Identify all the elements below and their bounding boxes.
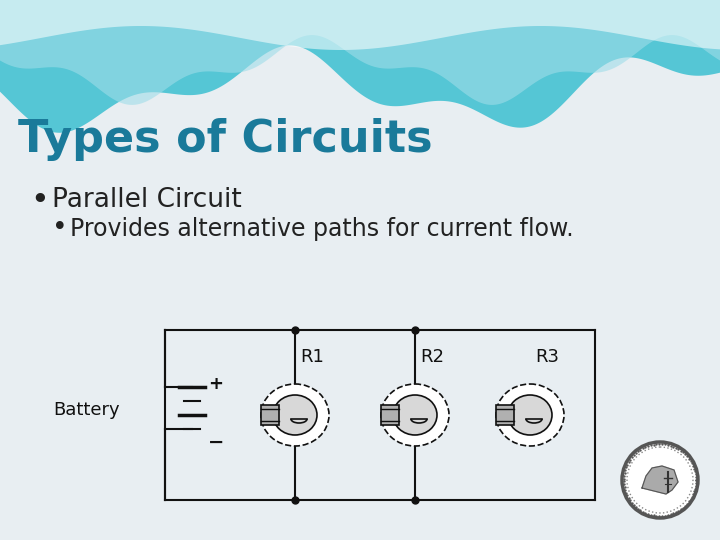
Ellipse shape <box>508 395 552 435</box>
Text: •: • <box>52 215 68 241</box>
Text: R2: R2 <box>420 348 444 366</box>
Bar <box>381 405 399 425</box>
Text: Provides alternative paths for current flow.: Provides alternative paths for current f… <box>70 217 574 241</box>
Ellipse shape <box>381 384 449 446</box>
Bar <box>261 405 279 425</box>
Text: −: − <box>208 433 225 452</box>
Text: •: • <box>30 185 49 216</box>
Ellipse shape <box>393 395 437 435</box>
Text: Parallel Circuit: Parallel Circuit <box>52 187 242 213</box>
Text: +: + <box>208 375 223 393</box>
Polygon shape <box>0 0 720 50</box>
Ellipse shape <box>496 384 564 446</box>
Text: R1: R1 <box>300 348 324 366</box>
Polygon shape <box>642 466 678 494</box>
Text: Battery: Battery <box>53 401 120 419</box>
Bar <box>496 405 514 425</box>
Circle shape <box>622 442 698 518</box>
Ellipse shape <box>261 384 329 446</box>
Polygon shape <box>0 0 720 105</box>
Polygon shape <box>0 0 720 133</box>
Text: R3: R3 <box>535 348 559 366</box>
Ellipse shape <box>273 395 317 435</box>
Text: Types of Circuits: Types of Circuits <box>18 118 433 161</box>
